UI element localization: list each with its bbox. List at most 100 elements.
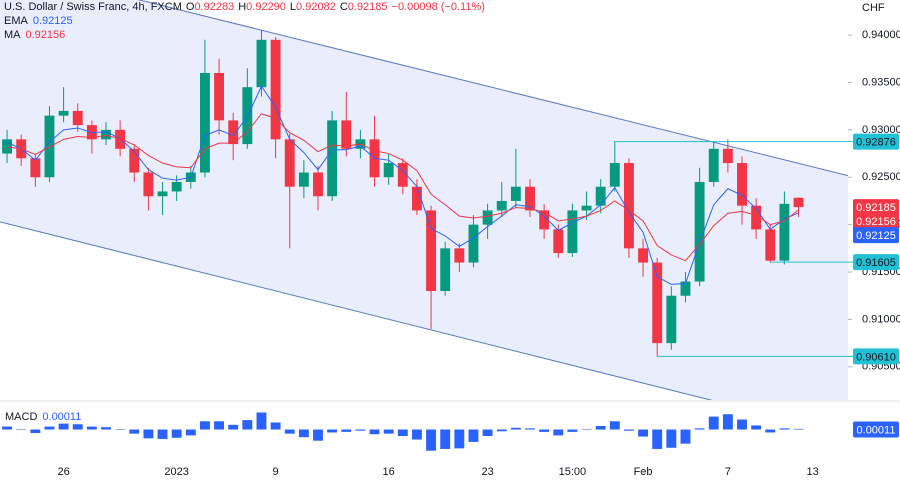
macd-bar	[581, 429, 592, 431]
macd-name: MACD	[5, 411, 37, 423]
candle-body	[440, 248, 451, 291]
macd-bar	[454, 429, 465, 449]
macd-bar	[623, 429, 634, 431]
ohlc-key: H	[238, 1, 246, 13]
macd-bar	[284, 429, 295, 434]
macd-bar	[2, 426, 13, 430]
macd-bar	[58, 423, 69, 430]
macd-bar	[680, 429, 691, 444]
x-tick-label: 16	[383, 466, 395, 478]
macd-legend: MACD 0.00011	[5, 411, 81, 423]
candle-body	[581, 205, 592, 211]
x-tick-label: Feb	[634, 466, 653, 478]
y-tick-label: 0.91000	[862, 313, 900, 325]
candle-body	[468, 224, 479, 263]
price-badge	[853, 133, 899, 150]
macd-bar	[44, 426, 55, 430]
macd-bar	[609, 421, 620, 430]
macd-bar	[539, 429, 550, 432]
ohlc-key: C	[340, 1, 348, 13]
macd-bar	[553, 429, 564, 436]
candle-body	[666, 295, 677, 344]
price-badge-label: 0.91605	[856, 257, 896, 269]
candle-body	[199, 72, 210, 173]
macd-bar	[355, 429, 366, 431]
candle-body	[2, 139, 13, 154]
macd-bar	[737, 419, 747, 430]
candle-body	[383, 163, 394, 178]
candle-body	[496, 200, 507, 211]
macd-badge-label: 0.00011	[857, 424, 896, 436]
candle-body	[397, 163, 408, 187]
candle-body	[72, 110, 83, 126]
candle-body	[341, 120, 352, 149]
indicator-legend: MA 0.92156	[4, 29, 65, 41]
macd-bar	[638, 429, 649, 437]
plot-area	[0, 0, 848, 400]
macd-bar	[793, 428, 804, 430]
price-badge-label: 0.92156	[856, 216, 896, 228]
candle-body	[143, 172, 154, 197]
candle-body	[228, 120, 239, 145]
price-badge	[853, 227, 899, 244]
price-badge	[853, 199, 899, 216]
candle-body	[157, 191, 168, 197]
macd-bar	[722, 414, 733, 430]
candle-body	[751, 205, 762, 230]
ohlc-value: 0.92283	[194, 1, 234, 13]
macd-bar	[157, 429, 168, 439]
candle-body	[171, 181, 182, 192]
macd-bar	[468, 429, 479, 442]
candle-body	[765, 229, 776, 261]
indicator-name: EMA	[4, 15, 29, 27]
macd-bar	[185, 429, 196, 436]
candle-body	[313, 172, 323, 197]
macd-bar	[199, 421, 210, 430]
macd-bar	[72, 424, 83, 430]
macd-bar	[694, 428, 705, 430]
macd-bar	[779, 428, 790, 430]
chart-header: U.S. Dollar / Swiss Franc, 4h, FXCM O0.92…	[4, 1, 485, 13]
indicator-legend: EMA 0.92125	[4, 15, 73, 27]
macd-bar	[765, 429, 776, 433]
candle-body	[214, 72, 225, 121]
price-badge-label: 0.92876	[856, 137, 896, 149]
x-tick-label: 9	[273, 466, 279, 478]
candle-body	[708, 148, 719, 182]
macd-bar	[298, 429, 309, 438]
candle-body	[638, 248, 649, 263]
macd-bar	[30, 429, 41, 434]
price-badge-label: 0.90610	[856, 351, 896, 363]
candle-body	[779, 203, 790, 261]
x-tick-label: 7	[725, 466, 731, 478]
macd-bar	[129, 429, 140, 434]
channel-line	[137, 0, 848, 177]
candle-body	[426, 210, 437, 291]
macd-bar	[171, 429, 182, 438]
macd-bar	[341, 429, 352, 432]
ohlc-value: 0.92290	[246, 1, 286, 13]
macd-bar	[567, 429, 578, 432]
price-badge	[853, 213, 899, 230]
macd-bar	[426, 429, 437, 451]
candle-body	[595, 186, 606, 206]
macd-bar	[496, 429, 507, 432]
macd-bar	[270, 422, 281, 430]
ohlc-key: L	[290, 1, 296, 13]
candle-body	[609, 163, 620, 187]
macd-value: 0.00011	[42, 411, 81, 423]
candle-body	[411, 186, 422, 211]
macd-bar	[510, 427, 521, 430]
y-tick-label: 0.92500	[862, 171, 900, 183]
macd-bar	[86, 426, 97, 430]
indicator-line	[6, 85, 799, 285]
macd-bar	[242, 420, 253, 430]
candle-body	[652, 262, 663, 344]
price-badge	[853, 348, 899, 365]
macd-bar	[708, 416, 719, 430]
ohlc-value: 0.92082	[296, 1, 336, 13]
candle-body	[737, 163, 747, 206]
candle-body	[623, 163, 634, 249]
ohlc-key: O	[186, 1, 195, 13]
macd-badge	[853, 421, 899, 438]
